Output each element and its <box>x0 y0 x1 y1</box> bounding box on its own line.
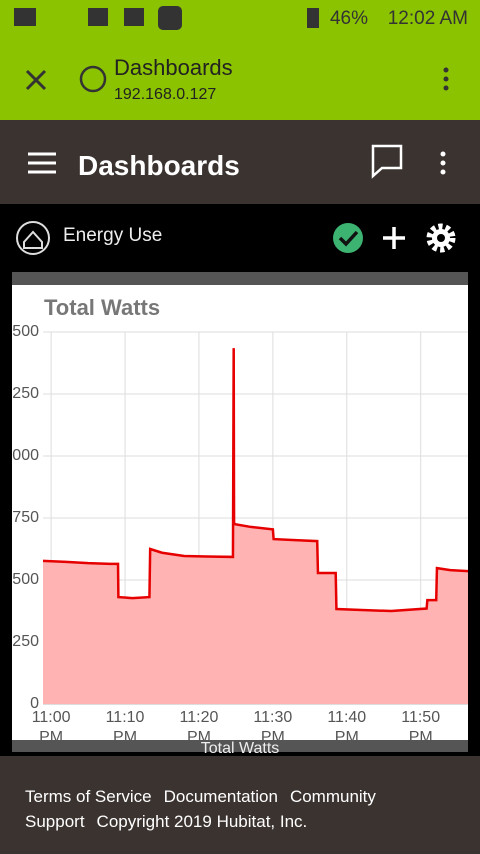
battery: 46% <box>329 8 368 29</box>
copyright: Copyright 2019 Hubitat, Inc. <box>96 812 308 831</box>
battery-icon <box>307 8 319 28</box>
x-axis-labels: 11:00 PM 11:10 PM 11:20 PM 11:30 PM 11:40 PM… <box>12 708 468 740</box>
legend-entry: Total Watts <box>200 740 280 757</box>
y-tick-label: 1250 <box>12 385 39 402</box>
footer-link[interactable]: Support <box>25 812 85 831</box>
app-title: Dashboards <box>78 150 240 181</box>
app-bar-icons <box>28 144 446 179</box>
close-button[interactable] <box>25 69 47 91</box>
line <box>42 348 468 613</box>
page-title: Dashboards <box>114 55 233 80</box>
dashboard-bar <box>16 221 456 255</box>
x-tick-label: 11:30 PM <box>253 709 293 740</box>
home-icon[interactable] <box>16 221 50 255</box>
footer-link[interactable]: Terms of Service <box>25 787 152 806</box>
y-tick-label: 0 <box>30 695 39 712</box>
status-icons <box>14 6 449 93</box>
x-tick-label: 11:50 PM <box>401 709 441 740</box>
x-tick-label: 11:40 PM <box>327 709 367 740</box>
footer-links: Terms of Service Documentation Community Su… <box>25 784 445 834</box>
footer: Terms of Service Documentation Community Su… <box>0 756 480 854</box>
y-tick-label: 1500 <box>12 323 39 340</box>
chart-panel: Total Watts 0 250 500 750 1000 1250 1500 11:00… <box>12 285 468 740</box>
footer-link[interactable]: Community <box>289 787 376 806</box>
chart: Total Watts 0 250 500 750 1000 1250 1500 <box>12 295 468 712</box>
chart-title: Total Watts <box>44 295 160 320</box>
add-button[interactable] <box>383 227 405 249</box>
y-tick-label: 750 <box>12 509 39 526</box>
icon <box>124 8 144 26</box>
footer-link[interactable]: Documentation <box>163 787 278 806</box>
y-tick-label: 250 <box>12 633 39 650</box>
dashboard-name: Energy Use <box>63 225 163 246</box>
info-icon[interactable] <box>79 65 107 93</box>
url: 192.168.0.127 <box>114 86 217 103</box>
settings-button[interactable] <box>426 223 456 253</box>
y-tick-label: 1000 <box>12 447 39 464</box>
status-ok <box>333 223 363 253</box>
browser-header <box>0 0 480 120</box>
chat-button[interactable] <box>371 144 403 179</box>
icon <box>158 6 182 30</box>
area <box>43 348 468 704</box>
clock: 12:02 AM <box>387 8 468 29</box>
x-tick-label: 11:10 PM <box>105 709 145 740</box>
menu-button[interactable] <box>28 152 56 174</box>
icon <box>14 8 36 26</box>
x-tick-label: 11:20 PM <box>179 709 219 740</box>
x-tick-label: 11:00 PM <box>31 709 71 740</box>
icon <box>88 8 108 26</box>
y-tick-label: 500 <box>12 571 39 588</box>
